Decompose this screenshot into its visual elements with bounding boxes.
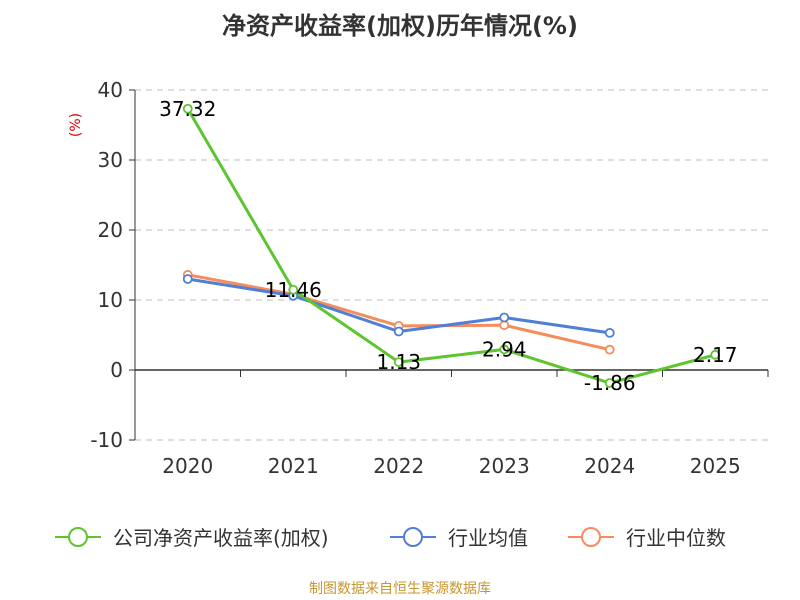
- legend-label-0: 公司净资产收益率(加权): [113, 526, 329, 550]
- data-label-2023: 2.94: [482, 337, 527, 361]
- axes: -10 0 10 20 30 40 (%) 2020 2021 2022 2023 2024 2025: [68, 78, 769, 478]
- y-tick-label-0: 0: [110, 358, 123, 382]
- series-2-point-3: [499, 320, 510, 331]
- legend-label-1: 行业均值: [448, 526, 528, 550]
- x-tick-label-2021: 2021: [268, 454, 319, 478]
- series-lines: [182, 103, 721, 388]
- data-source-note: 制图数据来自恒生聚源数据库: [309, 581, 491, 597]
- chart-title: 净资产收益率(加权)历年情况(%): [222, 12, 578, 40]
- series-1-point-3: [499, 312, 510, 323]
- x-tick-label-2022: 2022: [373, 454, 424, 478]
- legend-marker-1: [403, 527, 423, 547]
- series-line-2: [187, 273, 611, 352]
- data-label-2024: -1.86: [584, 371, 636, 395]
- legend-label-2: 行业中位数: [626, 526, 726, 550]
- y-tick-label-20: 20: [98, 218, 123, 242]
- series-0-point-3: [499, 344, 510, 355]
- legend: 公司净资产收益率(加权) 行业均值 行业中位数: [55, 526, 726, 550]
- series-0-point-4: [604, 378, 615, 388]
- grid-lines: [135, 89, 768, 441]
- series-2-point-4: [604, 344, 615, 355]
- y-tick-label-40: 40: [98, 78, 123, 102]
- y-tick-label--10: -10: [90, 428, 123, 452]
- series-0-point-1: [288, 284, 299, 295]
- series-1-point-4: [604, 327, 615, 338]
- x-tick-label-2023: 2023: [479, 454, 530, 478]
- data-label-2021: 11.46: [265, 278, 322, 302]
- legend-marker-2: [581, 527, 601, 547]
- y-tick-label-10: 10: [98, 288, 123, 312]
- x-tick-label-2025: 2025: [690, 454, 741, 478]
- data-label-2020: 37.32: [159, 97, 216, 121]
- series-0-point-0: [182, 103, 193, 114]
- legend-marker-0: [68, 527, 88, 547]
- data-label-2025: 2.17: [693, 343, 738, 367]
- y-tick-label-30: 30: [98, 148, 123, 172]
- data-label-2022: 1.13: [376, 350, 421, 374]
- series-line-0: [186, 108, 716, 385]
- series-0-point-5: [710, 349, 721, 360]
- x-tick-label-2020: 2020: [162, 454, 213, 478]
- series-1-point-0: [182, 274, 193, 284]
- series-1-point-2: [393, 326, 404, 337]
- y-axis-unit: (%): [68, 113, 84, 137]
- x-tick-label-2024: 2024: [584, 454, 635, 478]
- data-labels: 37.32 11.46 1.13 2.94 -1.86 2.17: [159, 97, 737, 395]
- series-0-point-2: [393, 357, 404, 367]
